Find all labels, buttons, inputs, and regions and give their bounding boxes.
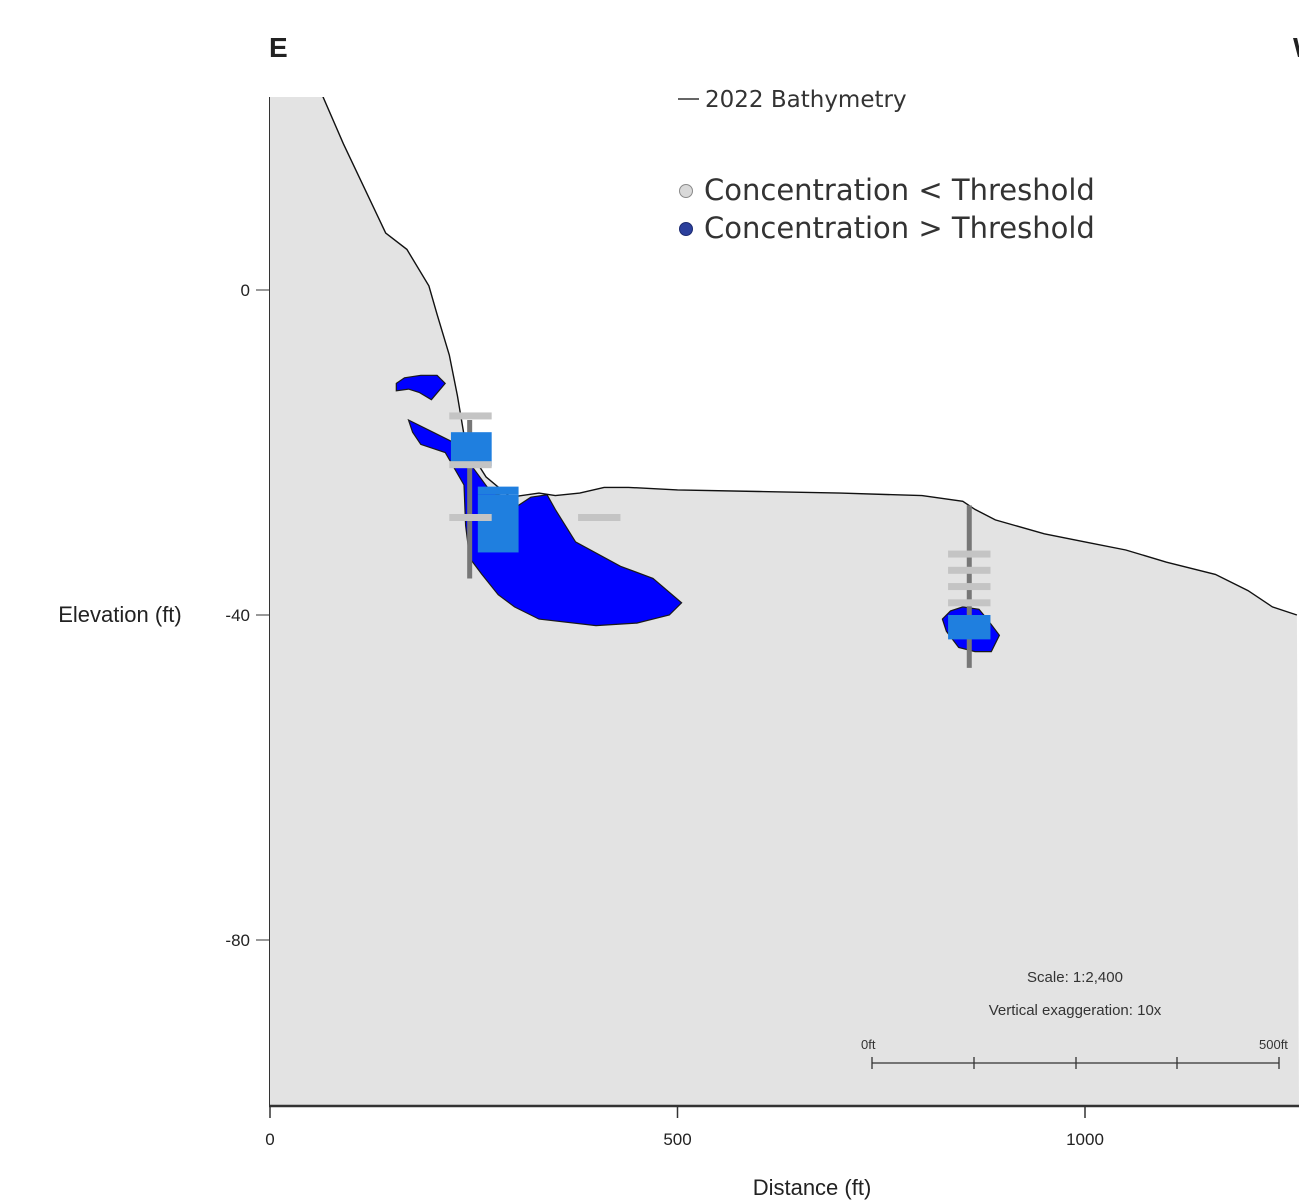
sample-below-threshold <box>449 412 492 420</box>
x-tick-label: 1000 <box>1066 1130 1104 1149</box>
sample-below-threshold <box>578 514 621 521</box>
sample-above-threshold <box>450 432 492 467</box>
sample-below-threshold <box>449 461 492 469</box>
y-ticks: 0 -40 -80 <box>225 281 269 950</box>
sample-below-threshold <box>948 599 991 607</box>
sample-layer <box>449 412 991 640</box>
x-axis-title: Distance (ft) <box>753 1175 872 1200</box>
ground-fill <box>270 97 1299 1105</box>
bathymetry-line <box>322 97 1298 616</box>
legend: 2022 Bathymetry Concentration < Threshol… <box>678 87 1095 245</box>
y-tick-label: 0 <box>241 281 250 300</box>
y-tick-label: -80 <box>225 931 250 950</box>
sample-below-threshold <box>449 514 492 521</box>
vertical-exaggeration-text: Vertical exaggeration: 10x <box>989 1002 1162 1019</box>
sample-above-threshold <box>477 494 519 553</box>
scale-text: Scale: 1:2,400 <box>1027 969 1123 986</box>
plume-polygon <box>395 374 447 401</box>
scale-bar: Scale: 1:2,400 Vertical exaggeration: 10… <box>861 969 1288 1069</box>
x-tick-label: 500 <box>663 1130 691 1149</box>
scale-end-label: 500ft <box>1259 1037 1288 1052</box>
x-ticks: 0 500 1000 <box>265 1106 1104 1149</box>
y-tick-label: -40 <box>225 606 250 625</box>
legend-above-threshold-label: Concentration > Threshold <box>704 211 1095 245</box>
end-label-east: E <box>269 32 288 63</box>
sample-below-threshold <box>948 583 991 591</box>
sample-above-threshold <box>477 486 519 495</box>
sample-below-threshold <box>948 550 991 558</box>
legend-bathymetry-label: 2022 Bathymetry <box>705 87 907 113</box>
y-axis-title: Elevation (ft) <box>58 602 182 627</box>
scale-start-label: 0ft <box>861 1037 876 1052</box>
legend-below-threshold-marker <box>679 184 693 198</box>
x-tick-label: 0 <box>265 1130 274 1149</box>
end-label-west: W <box>1293 32 1299 63</box>
legend-below-threshold-label: Concentration < Threshold <box>704 173 1095 207</box>
sample-below-threshold <box>948 566 991 574</box>
sample-above-threshold <box>948 615 991 640</box>
legend-above-threshold-marker <box>679 222 693 236</box>
